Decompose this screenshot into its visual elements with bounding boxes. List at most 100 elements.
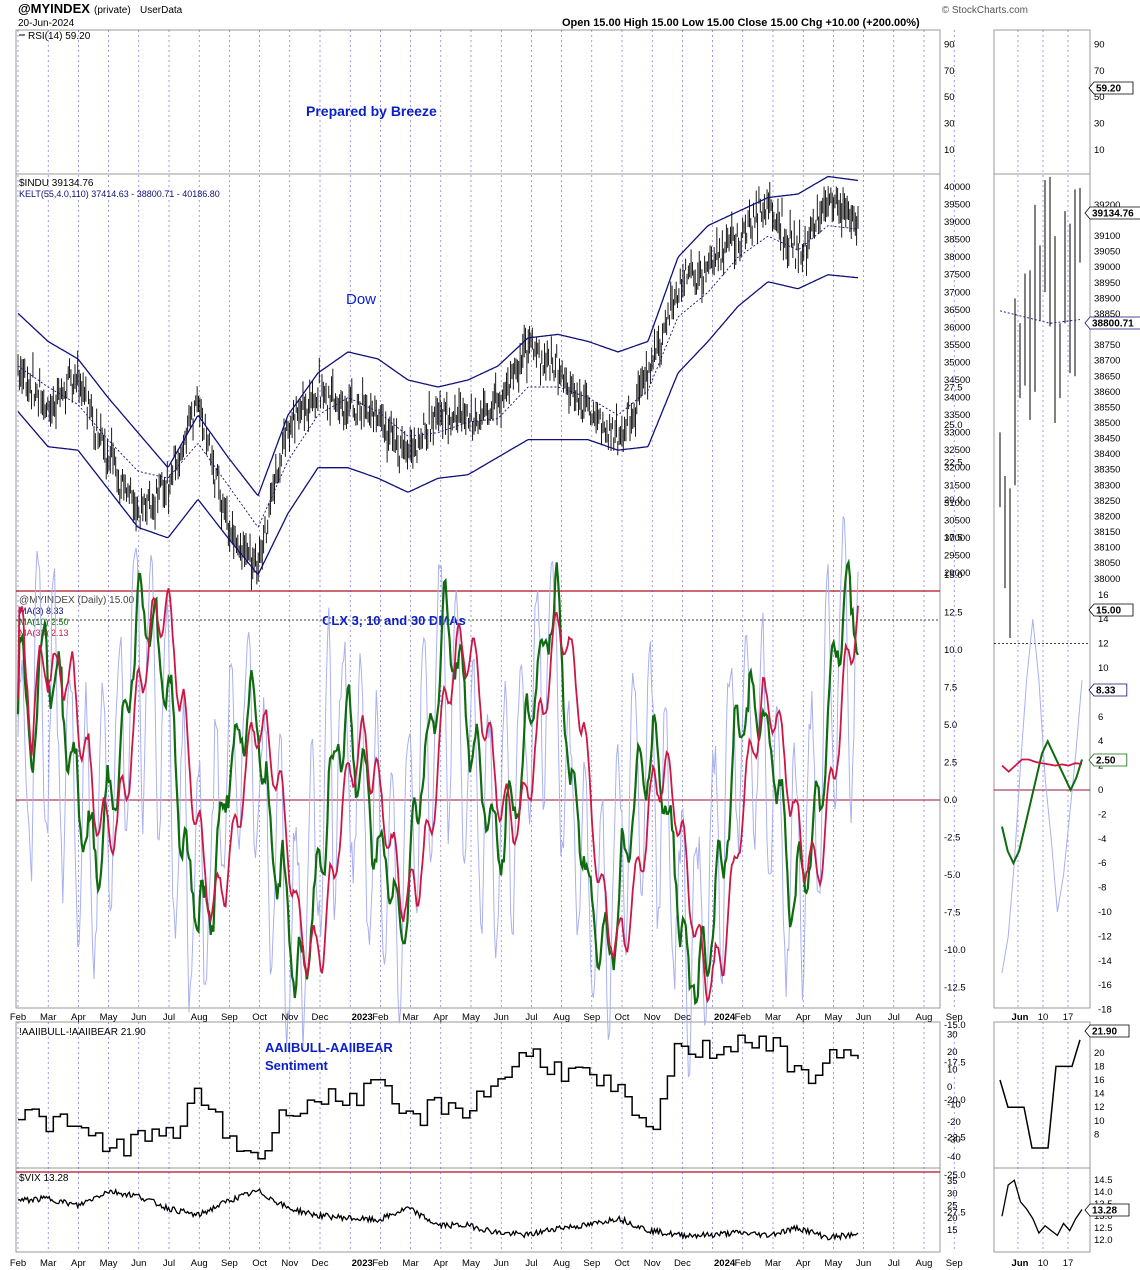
x-axis-tick: May (824, 1012, 842, 1023)
rsi-axis-tick: 90 (944, 39, 955, 50)
x-axis-tick: Jun (131, 1012, 146, 1023)
x-axis-tick: Feb (372, 1258, 388, 1269)
x-axis-tick: Apr (71, 1258, 86, 1269)
zoom-rsi-axis-tick: 30 (1094, 119, 1105, 130)
zoom-ma30-line (1001, 758, 1083, 773)
aaii-axis-tick: -40 (947, 1152, 961, 1163)
clx-axis-tick: -17.5 (944, 1058, 966, 1069)
zoom-aaii-axis-tick: 20 (1094, 1048, 1105, 1059)
clx-ma10-tag-box (1088, 753, 1128, 767)
zoom-clx-axis-tick: -2 (1098, 809, 1106, 820)
zoom-dow-axis-tick: 38650 (1094, 371, 1120, 382)
x-axis-labels: Feb Feb Mar Mar Apr Apr May May Jun Jun Jul Jul Aug A… (10, 1012, 1073, 1269)
symbol-title: @MYINDEX (18, 1, 90, 16)
vix-axis-tick: 35 (947, 1176, 958, 1187)
zoom-rsi-axis-tick: 50 (1094, 92, 1105, 103)
zoom-clx-axis-tick: -4 (1098, 834, 1106, 845)
clx-axis-tick: -27.5 (944, 1208, 966, 1219)
rsi-axis-tick: 30 (944, 119, 955, 130)
zoom-x-axis-tick: 17 (1063, 1012, 1074, 1023)
zoom-x-axis-tick: 17 (1063, 1258, 1074, 1269)
zoom-dow-axis-tick: 39200 (1094, 200, 1120, 211)
zoom-clx-axis-tick: -14 (1098, 956, 1112, 967)
quote-line: Open 15.00 High 15.00 Low 15.00 Close 15… (562, 17, 920, 29)
zoom-clx-axis-tick: -12 (1098, 931, 1112, 942)
vix-line (17, 1187, 859, 1242)
x-axis-tick: Dec (674, 1258, 691, 1269)
clx-axis-tick: 25.0 (944, 420, 963, 431)
clx-axis-tick: -22.5 (944, 1133, 966, 1144)
dow-axis-tick: 35500 (944, 340, 970, 351)
reference-lines (16, 619, 1090, 801)
dow-axis-tick: 37000 (944, 287, 970, 298)
zoom-vix-axis-tick: 14.5 (1094, 1175, 1113, 1186)
x-axis-tick: Mar (402, 1012, 418, 1023)
zoom-clx-axis-tick: 0 (1098, 785, 1103, 796)
x-axis-tick: Aug (191, 1012, 208, 1023)
x-axis-tick: Jul (163, 1258, 175, 1269)
aaii-axis-tick: -30 (947, 1135, 961, 1146)
x-axis-tick: Dec (312, 1012, 329, 1023)
x-axis-tick: Mar (40, 1258, 56, 1269)
vix-axis-tick: 25 (947, 1201, 958, 1212)
x-axis-tick: Mar (40, 1012, 56, 1023)
x-axis-tick: Jun (856, 1258, 871, 1269)
rsi-legend-text: RSI(14) 59.20 (28, 31, 91, 42)
aaii-axis-tick: -10 (947, 1100, 961, 1111)
x-axis-tick: Aug (191, 1258, 208, 1269)
zoom-dow-axis-tick: 38000 (1094, 574, 1120, 585)
zoom-vix-axis-tick: 12.5 (1094, 1223, 1113, 1234)
zoom-x-axis-tick: Jun (1012, 1258, 1029, 1269)
dow-price-bars (17, 182, 859, 591)
x-axis-tick: Feb (10, 1258, 26, 1269)
dow-axis-tick: 39000 (944, 217, 970, 228)
dow-axis-tick: 35000 (944, 358, 970, 369)
x-axis-tick: 2024 (714, 1258, 736, 1269)
series-layer (16, 175, 859, 1242)
zoom-clx-axis-tick: -6 (1098, 858, 1106, 869)
clx-axis-tick: 12.5 (944, 608, 963, 619)
zoom-clx-axis-tick: -10 (1098, 907, 1112, 918)
zoom-aaii-axis-tick: 16 (1094, 1075, 1105, 1086)
dow-axis-tick: 34000 (944, 393, 970, 404)
clx-axis-tick: -25.0 (944, 1170, 966, 1181)
zoom-rsi-axis-tick: 90 (1094, 39, 1105, 50)
ma3-line (17, 516, 859, 1078)
aaii-axis-tick: 0 (947, 1082, 952, 1093)
dow-axis-tick: 36500 (944, 305, 970, 316)
clx-axis-tick: -2.5 (944, 833, 960, 844)
clx-axis-tick: 2.5 (944, 758, 957, 769)
x-axis-tick: Jul (888, 1012, 900, 1023)
x-axis-tick: Apr (796, 1258, 811, 1269)
dow-axis-tick: 30000 (944, 533, 970, 544)
dow-axis-tick: 32500 (944, 445, 970, 456)
clx-axis-tick: -5.0 (944, 870, 960, 881)
chart-date: 20-Jun-2024 (18, 18, 75, 29)
zoom-dow-axis-tick: 38250 (1094, 496, 1120, 507)
zoom-rsi-axis-tick: 70 (1094, 66, 1105, 77)
clx-axis-tick: 5.0 (944, 720, 957, 731)
zoom-aaii-axis-tick: 12 (1094, 1102, 1105, 1113)
dow-last-tag-box (1084, 206, 1140, 220)
x-axis-tick: Aug (916, 1012, 933, 1023)
x-axis-tick: Jul (888, 1258, 900, 1269)
zoom-aaii-line (999, 1039, 1081, 1149)
dow-axis-tick: 29500 (944, 550, 970, 561)
dow-mid-tag-box (1084, 316, 1140, 330)
x-axis-tick: Feb (735, 1258, 751, 1269)
owner-label: UserData (140, 5, 183, 16)
zoom-clx-axis-tick: -18 (1098, 1005, 1112, 1016)
dow-axis-tick: 31000 (944, 498, 970, 509)
zoom-ma10-line (1001, 738, 1083, 866)
clx-ma3-tag: 8.33 (1096, 686, 1116, 697)
x-axis-tick: 2024 (714, 1012, 736, 1023)
x-axis-tick: Mar (765, 1012, 781, 1023)
x-axis-tick: Sep (946, 1258, 963, 1269)
zoom-clx-axis-tick: 16 (1098, 590, 1109, 601)
ma30-line (17, 588, 859, 1004)
x-axis-tick: May (100, 1012, 118, 1023)
x-axis-tick: Nov (281, 1012, 298, 1023)
x-axis-tick: 2023 (352, 1012, 373, 1023)
x-axis-tick: Aug (916, 1258, 933, 1269)
zoom-clx-axis-tick: 14 (1098, 614, 1109, 625)
